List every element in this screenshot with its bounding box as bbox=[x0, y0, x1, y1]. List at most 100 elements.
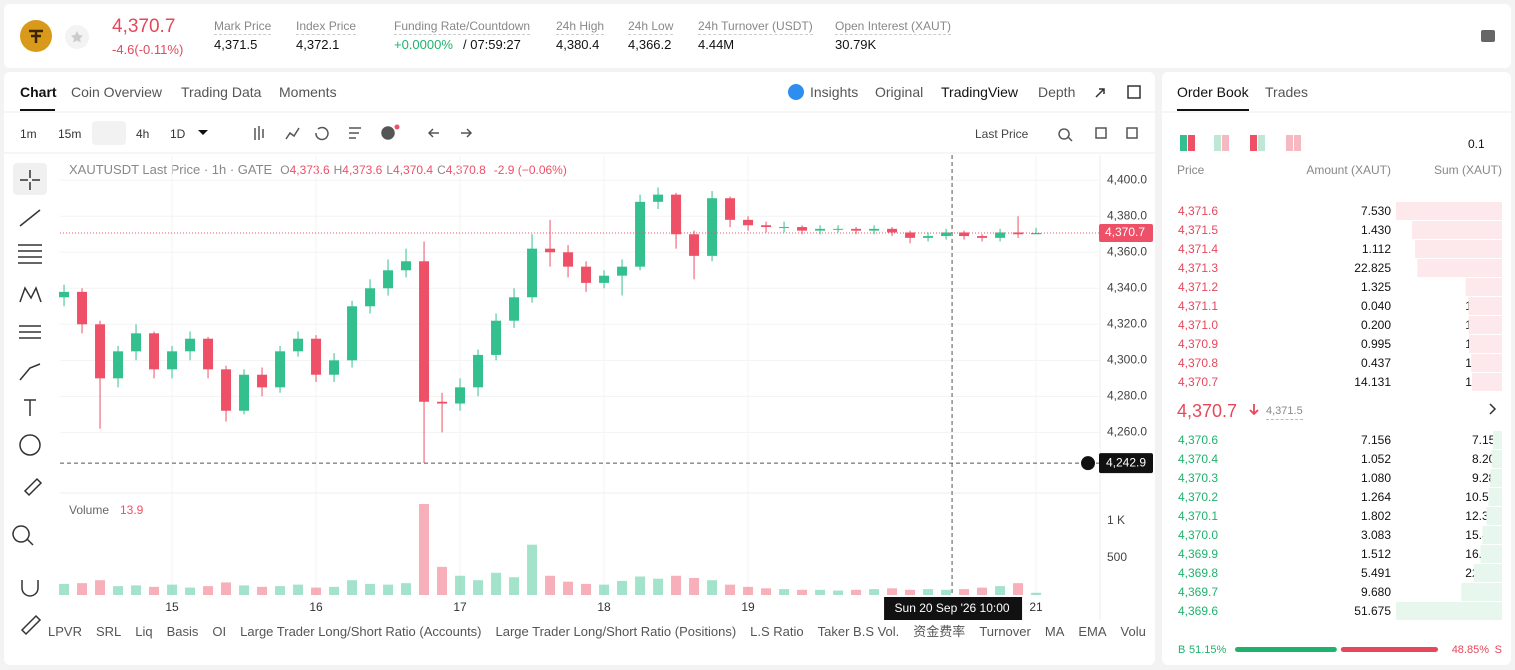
book-price: 4,371.3 bbox=[1178, 261, 1219, 275]
chart-mode[interactable]: Depth bbox=[1038, 84, 1076, 100]
indicator[interactable]: EMA bbox=[1078, 624, 1107, 639]
view-icon[interactable] bbox=[1286, 135, 1293, 151]
legend-value: 4,370.8 bbox=[445, 163, 486, 177]
volume-bar bbox=[941, 589, 952, 595]
y-tick-label: 4,280.0 bbox=[1107, 389, 1147, 403]
volume-title: Volume bbox=[69, 503, 110, 517]
volume-bar bbox=[239, 585, 250, 595]
tab[interactable]: Coin Overview bbox=[71, 84, 163, 100]
stat-extra: / 07:59:27 bbox=[463, 37, 521, 52]
crosshair-y-box bbox=[1099, 453, 1153, 474]
candle-body bbox=[707, 198, 718, 256]
volume-bar bbox=[131, 585, 142, 595]
view-icon[interactable] bbox=[1214, 135, 1221, 151]
interval[interactable]: 15m bbox=[58, 127, 82, 141]
volume-bar bbox=[635, 576, 646, 595]
indicator[interactable]: Turnover bbox=[979, 624, 1031, 639]
view-icon[interactable] bbox=[1294, 135, 1301, 151]
interval[interactable]: 1D bbox=[170, 127, 186, 141]
view-icon[interactable] bbox=[1258, 135, 1265, 151]
candle-body bbox=[149, 333, 160, 370]
drawing-tools[interactable] bbox=[12, 170, 43, 636]
toolbar-icons[interactable] bbox=[254, 124, 1138, 142]
depth-bar bbox=[1472, 373, 1502, 391]
book-amount: 7.156 bbox=[1360, 433, 1391, 447]
fullscreen-icon[interactable] bbox=[1127, 85, 1141, 99]
indicator[interactable]: Liq bbox=[135, 624, 153, 639]
volume-bar bbox=[869, 589, 880, 595]
coin-logo-glyph bbox=[29, 29, 43, 43]
view-icon[interactable] bbox=[1188, 135, 1195, 151]
depth-bar bbox=[1491, 450, 1502, 468]
view-icon[interactable] bbox=[1180, 135, 1187, 151]
indicator[interactable]: LPVR bbox=[48, 624, 82, 639]
interval[interactable]: 1m bbox=[20, 127, 37, 141]
candle-body bbox=[887, 228, 898, 233]
book-price: 4,371.1 bbox=[1178, 299, 1219, 313]
legend-value: 4,373.6 bbox=[342, 163, 383, 177]
depth-bar bbox=[1414, 240, 1502, 258]
mid-price: 4,370.7 bbox=[1177, 401, 1238, 421]
add-order-button[interactable] bbox=[1081, 456, 1095, 471]
volume-bar bbox=[671, 575, 682, 595]
candle-body bbox=[1013, 232, 1024, 235]
indicator[interactable]: MA bbox=[1044, 624, 1065, 639]
book-price: 4,371.6 bbox=[1178, 204, 1219, 218]
dropdown-arrow[interactable] bbox=[198, 130, 208, 135]
indicator[interactable]: Large Trader Long/Short Ratio (Positions… bbox=[495, 624, 737, 639]
tab[interactable]: Moments bbox=[279, 84, 337, 100]
book-amount: 1.080 bbox=[1360, 471, 1391, 485]
chart-mode[interactable]: TradingView bbox=[941, 84, 1019, 100]
indicator[interactable]: Basis bbox=[166, 624, 199, 639]
price-mode[interactable]: Last Price bbox=[975, 127, 1029, 141]
book-tab[interactable]: Order Book bbox=[1177, 84, 1249, 100]
stat-label: Mark Price bbox=[214, 19, 272, 35]
chevron[interactable] bbox=[1489, 403, 1497, 415]
volume-bar bbox=[455, 575, 466, 595]
depth-bar bbox=[1473, 564, 1502, 582]
indicator[interactable]: OI bbox=[212, 624, 227, 639]
candle-body bbox=[761, 225, 772, 228]
indicator[interactable]: Taker B.S Vol. bbox=[817, 624, 900, 639]
volume-bar bbox=[707, 580, 718, 595]
tab[interactable]: Trading Data bbox=[181, 84, 262, 100]
book-tab[interactable]: Trades bbox=[1265, 84, 1309, 100]
depth-bar bbox=[1480, 545, 1502, 563]
volume-bar bbox=[977, 587, 988, 595]
volume-bar bbox=[833, 590, 844, 595]
mark-price: 4,371.5 bbox=[1266, 403, 1303, 420]
y-tick-label: 4,320.0 bbox=[1107, 316, 1147, 330]
x-tick-label: 16 bbox=[309, 600, 323, 614]
indicator[interactable]: SRL bbox=[95, 624, 122, 639]
view-icon[interactable] bbox=[1250, 135, 1257, 151]
x-tick-label: 21 bbox=[1029, 600, 1043, 614]
tab[interactable]: Chart bbox=[20, 84, 57, 100]
book-amount: 51.675 bbox=[1354, 604, 1391, 618]
volume-bar bbox=[743, 586, 754, 595]
stat-label: Index Price bbox=[296, 19, 357, 35]
precision[interactable]: 0.1 bbox=[1468, 137, 1485, 151]
indicator[interactable]: Large Trader Long/Short Ratio (Accounts) bbox=[240, 624, 482, 639]
indicator[interactable]: L.S Ratio bbox=[750, 624, 804, 639]
volume-bar bbox=[419, 503, 430, 595]
layout-icon[interactable] bbox=[1481, 30, 1495, 42]
crosshair-x-label: Sun 20 Sep '26 10:00 bbox=[895, 601, 1010, 615]
chart-mode[interactable]: Original bbox=[875, 84, 924, 100]
expand-icon[interactable] bbox=[1095, 88, 1105, 98]
volume-bar bbox=[1031, 592, 1042, 595]
view-icon[interactable] bbox=[1222, 135, 1229, 151]
chart-panel bbox=[4, 72, 1155, 665]
volume-bar bbox=[959, 589, 970, 595]
candle-body bbox=[599, 275, 610, 283]
depth-bar bbox=[1469, 335, 1502, 353]
x-tick-label: 17 bbox=[453, 600, 467, 614]
interval[interactable]: 4h bbox=[136, 127, 150, 141]
indicator[interactable]: 资金费率 bbox=[913, 624, 966, 639]
book-price: 4,370.9 bbox=[1178, 337, 1219, 351]
interval-active bbox=[92, 121, 126, 145]
stat-value: 4,380.4 bbox=[556, 37, 600, 52]
depth-bar bbox=[1396, 602, 1502, 620]
stat-label: 24h Low bbox=[628, 19, 674, 35]
indicator[interactable]: Volu bbox=[1120, 624, 1146, 639]
chart-mode[interactable]: Insights bbox=[810, 84, 859, 100]
